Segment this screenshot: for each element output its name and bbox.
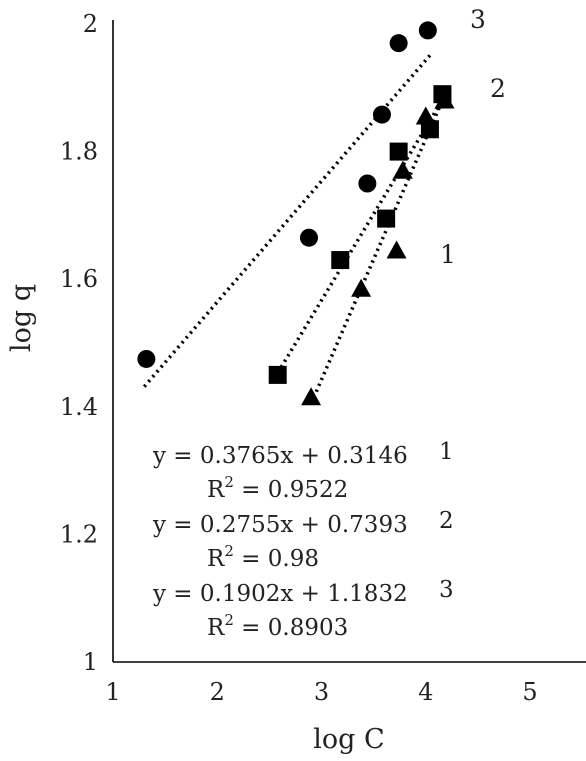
- equation-text: y = 0.3765x + 0.3146: [152, 443, 408, 469]
- y-tick-label: 1.2: [60, 520, 98, 548]
- circle-marker: [299, 228, 318, 247]
- triangle-marker: [301, 387, 322, 406]
- series-labels: 1 2 3: [440, 5, 506, 269]
- r-squared-text: R2 = 0.8903: [207, 611, 348, 641]
- square-marker: [268, 365, 287, 384]
- series-label-1: 1: [440, 240, 456, 269]
- circle-marker: [389, 34, 408, 53]
- triangle-marker: [415, 106, 436, 125]
- trendline-2: [273, 92, 449, 380]
- x-tick-label: 5: [522, 678, 537, 706]
- circle-marker: [358, 174, 377, 193]
- series-label-2: 2: [490, 74, 506, 103]
- x-tick-label: 1: [105, 678, 120, 706]
- equation-label: 3: [439, 577, 454, 603]
- y-tick-label: 1.8: [60, 138, 98, 166]
- circle-marker: [418, 21, 437, 40]
- y-axis-title: log q: [6, 284, 37, 352]
- trendlines: [142, 53, 449, 393]
- circle-marker: [372, 105, 391, 124]
- y-tick-labels: 1 1.2 1.4 1.6 1.8 2: [60, 10, 98, 676]
- y-tick-label: 1.4: [60, 393, 98, 421]
- x-tick-label: 3: [314, 678, 329, 706]
- x-tick-label: 2: [210, 678, 225, 706]
- triangle-marker: [392, 160, 413, 179]
- r-squared-text: R2 = 0.98: [207, 542, 319, 572]
- y-tick-label: 1.6: [60, 265, 98, 293]
- circle-marker: [137, 349, 156, 368]
- square-marker: [377, 209, 396, 228]
- x-axis-title: log C: [313, 724, 384, 755]
- markers: [137, 21, 455, 406]
- triangle-marker: [386, 240, 407, 259]
- x-tick-label: 4: [418, 678, 433, 706]
- y-tick-label: 2: [83, 10, 98, 38]
- equations: y = 0.3765x + 0.3146 1 R2 = 0.9522 y = 0.27…: [152, 439, 454, 641]
- equation-label: 2: [439, 508, 454, 534]
- axes: [112, 20, 586, 663]
- equation-text: y = 0.2755x + 0.7393: [152, 512, 408, 538]
- equation-text: y = 0.1902x + 1.1832: [152, 581, 408, 607]
- equation-label: 1: [439, 439, 454, 465]
- square-marker: [331, 251, 350, 270]
- triangle-marker: [351, 278, 372, 297]
- y-tick-label: 1: [83, 648, 98, 676]
- square-marker: [433, 85, 452, 104]
- series-label-3: 3: [470, 5, 486, 34]
- square-marker: [420, 120, 439, 139]
- x-tick-labels: 1 2 3 4 5: [105, 678, 537, 706]
- r-squared-text: R2 = 0.9522: [207, 473, 348, 503]
- square-marker: [389, 142, 408, 161]
